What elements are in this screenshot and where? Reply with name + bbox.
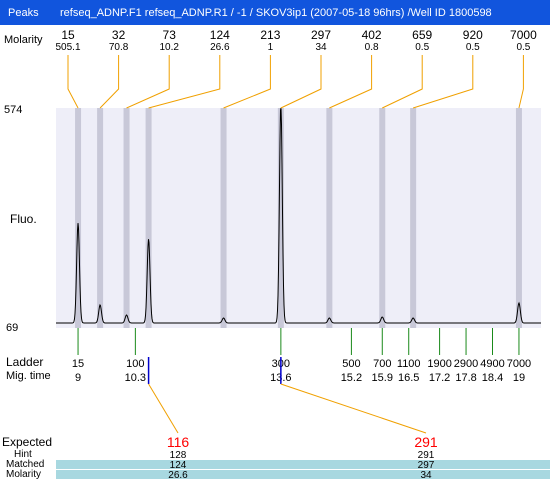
peak-connector-7 xyxy=(382,55,423,109)
ladder-row-label: Ladder xyxy=(6,355,44,369)
ladder-time-label-4: 15.9 xyxy=(372,372,393,384)
ladder-time-label-6: 17.2 xyxy=(429,372,450,384)
expected-hint-label-1: 291 xyxy=(418,450,435,461)
chart-title: refseq_ADNP.F1 refseq_ADNP.R1 / -1 / SKO… xyxy=(60,7,492,19)
ladder-time-label-1: 10.3 xyxy=(125,372,146,384)
expected-hint-label-0: 128 xyxy=(170,450,187,461)
ladder-time-label-5: 16.5 xyxy=(398,372,419,384)
ladder-time-label-3: 15.2 xyxy=(341,372,362,384)
molarity-bottom-label: Molarity xyxy=(6,469,42,480)
peak-connector-5 xyxy=(280,55,322,109)
ladder-size-label-9: 7000 xyxy=(507,358,531,370)
ladder-size-label-6: 1900 xyxy=(427,358,451,370)
peak-connector-1 xyxy=(99,55,120,109)
ladder-time-label-0: 9 xyxy=(75,372,81,384)
peak-connector-3 xyxy=(148,55,221,109)
ytick-max: 574 xyxy=(4,104,23,116)
expected-size-label-1: 291 xyxy=(414,434,438,450)
peak-band-4 xyxy=(220,108,227,328)
expected-size-label-0: 116 xyxy=(167,434,190,450)
ladder-time-label-7: 17.8 xyxy=(455,372,476,384)
peak-molarity-label-1: 70.8 xyxy=(109,42,129,53)
peak-molarity-label-7: 0.5 xyxy=(415,42,429,53)
peak-size-label-9: 7000 xyxy=(510,28,537,42)
molarity-row-label: Molarity xyxy=(4,34,43,46)
peaks-header-label: Peaks xyxy=(8,7,39,19)
plot-area xyxy=(56,108,541,328)
peak-size-label-5: 297 xyxy=(311,28,331,42)
peak-connector-4 xyxy=(223,55,271,109)
peak-size-label-8: 920 xyxy=(463,28,483,42)
peak-molarity-label-3: 26.6 xyxy=(210,42,230,53)
expected-matched-label-0: 124 xyxy=(170,460,187,471)
matched-band xyxy=(56,460,550,469)
expected-molarity-label-1: 34 xyxy=(420,470,432,480)
peak-band-7 xyxy=(379,108,386,328)
peak-band-6 xyxy=(326,108,333,328)
peak-molarity-label-0: 505.1 xyxy=(55,42,80,53)
expected-connector-0 xyxy=(148,383,179,434)
peak-band-8 xyxy=(410,108,417,328)
fluorescence-trace xyxy=(56,107,541,324)
ytick-min: 69 xyxy=(6,322,19,334)
peak-connector-9 xyxy=(518,55,524,109)
ladder-size-label-0: 15 xyxy=(72,358,84,370)
ladder-time-label-9: 19 xyxy=(513,372,525,384)
peak-molarity-label-8: 0.5 xyxy=(466,42,480,53)
expected-connector-1 xyxy=(280,383,427,434)
peak-molarity-label-9: 0.5 xyxy=(516,42,530,53)
peak-band-3 xyxy=(145,108,152,328)
peak-connector-6 xyxy=(329,55,373,109)
peak-size-label-4: 213 xyxy=(260,28,280,42)
peak-molarity-label-6: 0.8 xyxy=(365,42,379,53)
ladder-size-label-1: 100 xyxy=(126,358,144,370)
peak-band-2 xyxy=(123,108,130,328)
peak-molarity-label-2: 10.2 xyxy=(159,42,179,53)
peak-connector-2 xyxy=(126,55,170,109)
ladder-size-label-3: 500 xyxy=(342,358,360,370)
peak-size-label-6: 402 xyxy=(362,28,382,42)
peak-molarity-label-4: 1 xyxy=(268,42,274,53)
ladder-time-label-8: 18.4 xyxy=(482,372,503,384)
peak-band-1 xyxy=(97,108,104,328)
peak-band-5 xyxy=(277,108,284,328)
expected-row-label: Expected xyxy=(2,435,53,449)
expected-matched-label-1: 297 xyxy=(418,460,435,471)
title-bar: Peaks refseq_ADNP.F1 refseq_ADNP.R1 / -1… xyxy=(0,0,550,25)
peak-connector-0 xyxy=(67,55,79,109)
peak-molarity-label-5: 34 xyxy=(315,42,327,53)
peak-size-label-2: 73 xyxy=(163,28,177,42)
ladder-size-label-7: 2900 xyxy=(454,358,478,370)
peak-band-0 xyxy=(75,108,82,328)
migtime-row-label: Mig. time xyxy=(6,370,51,382)
peak-size-label-7: 659 xyxy=(412,28,432,42)
peak-size-label-0: 15 xyxy=(61,28,75,42)
peak-size-label-3: 124 xyxy=(210,28,230,42)
matched-row-label: Matched xyxy=(6,459,45,470)
peak-band-9 xyxy=(515,108,522,328)
fluo-axis-label: Fluo. xyxy=(10,212,37,226)
ladder-size-label-4: 700 xyxy=(373,358,391,370)
expected-molarity-label-0: 26.6 xyxy=(168,470,188,480)
ladder-size-label-8: 4900 xyxy=(480,358,504,370)
molarity-band xyxy=(56,470,550,479)
ladder-size-label-5: 1100 xyxy=(397,358,421,370)
peak-connector-8 xyxy=(412,55,474,109)
hint-row-label: Hint xyxy=(14,449,32,460)
peak-size-label-1: 32 xyxy=(112,28,126,42)
